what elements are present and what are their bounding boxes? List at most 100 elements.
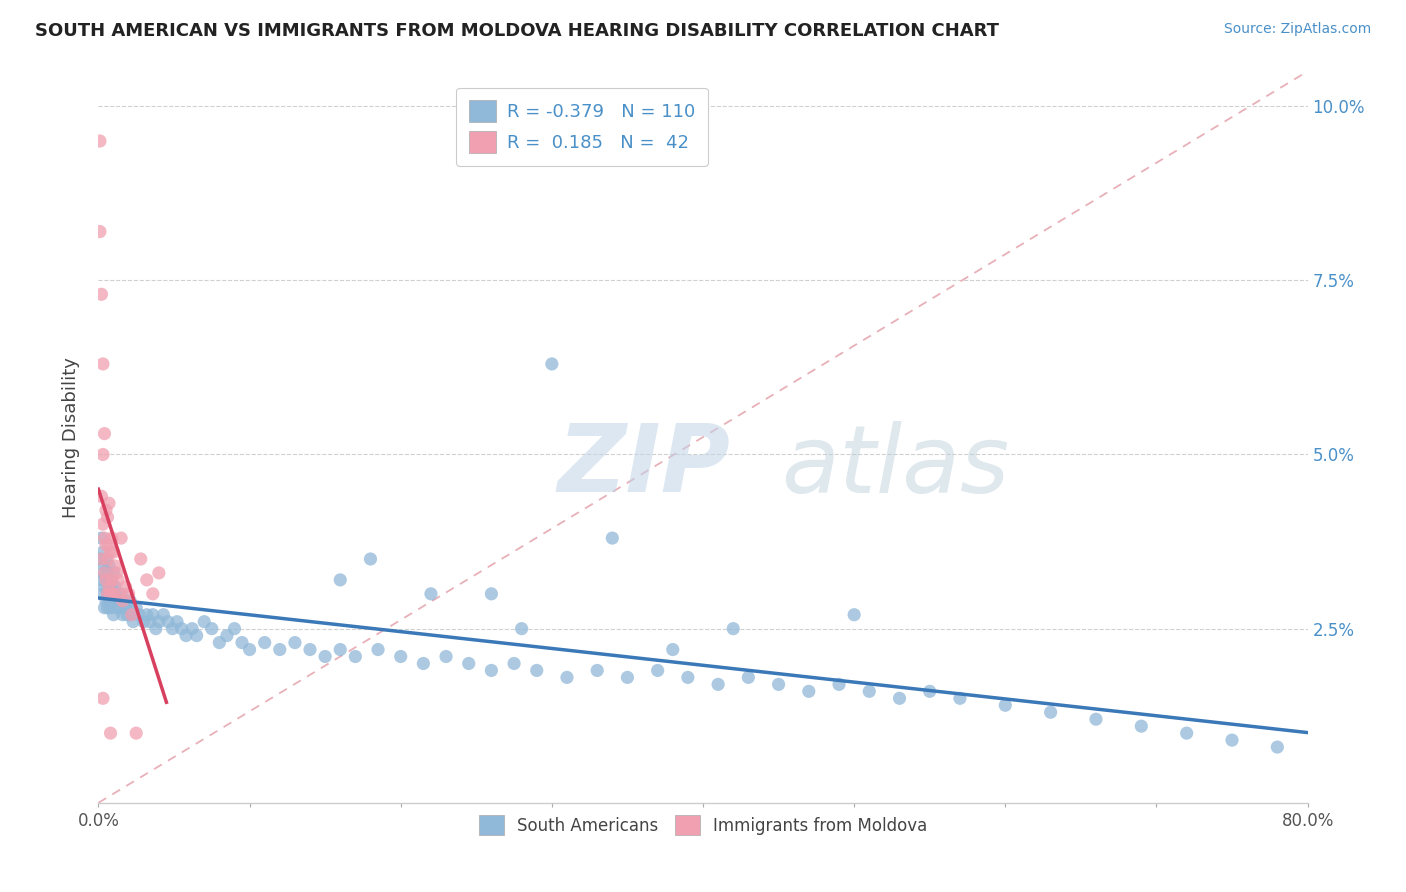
Point bbox=[121, 607, 143, 622]
Point bbox=[100, 726, 122, 740]
Point bbox=[367, 642, 389, 657]
Point bbox=[166, 615, 188, 629]
Point bbox=[156, 615, 179, 629]
Point bbox=[170, 622, 193, 636]
Point bbox=[949, 691, 972, 706]
Text: SOUTH AMERICAN VS IMMIGRANTS FROM MOLDOVA HEARING DISABILITY CORRELATION CHART: SOUTH AMERICAN VS IMMIGRANTS FROM MOLDOV… bbox=[35, 22, 1000, 40]
Point bbox=[193, 615, 215, 629]
Point bbox=[360, 552, 382, 566]
Point bbox=[314, 649, 336, 664]
Point bbox=[1039, 705, 1062, 719]
Point bbox=[115, 607, 138, 622]
Point bbox=[90, 531, 112, 545]
Point bbox=[586, 664, 609, 678]
Point bbox=[103, 587, 125, 601]
Point bbox=[94, 538, 117, 552]
Point bbox=[828, 677, 851, 691]
Point bbox=[797, 684, 820, 698]
Point bbox=[114, 580, 136, 594]
Point bbox=[457, 657, 479, 671]
Text: Source: ZipAtlas.com: Source: ZipAtlas.com bbox=[1223, 22, 1371, 37]
Legend: South Americans, Immigrants from Moldova: South Americans, Immigrants from Moldova bbox=[472, 808, 934, 842]
Point bbox=[889, 691, 911, 706]
Point bbox=[91, 517, 114, 532]
Point bbox=[103, 545, 125, 559]
Point bbox=[111, 594, 134, 608]
Point bbox=[111, 607, 134, 622]
Point bbox=[108, 587, 131, 601]
Point bbox=[89, 134, 111, 148]
Point bbox=[94, 573, 117, 587]
Point bbox=[90, 573, 112, 587]
Point bbox=[284, 635, 307, 649]
Point bbox=[918, 684, 941, 698]
Point bbox=[121, 607, 143, 622]
Y-axis label: Hearing Disability: Hearing Disability bbox=[62, 357, 80, 517]
Point bbox=[481, 664, 503, 678]
Point bbox=[101, 531, 124, 545]
Point bbox=[107, 573, 129, 587]
Point bbox=[100, 587, 122, 601]
Point bbox=[104, 558, 127, 573]
Text: ZIP: ZIP bbox=[558, 420, 731, 512]
Point bbox=[100, 600, 122, 615]
Point bbox=[98, 594, 121, 608]
Point bbox=[145, 622, 167, 636]
Point bbox=[844, 607, 866, 622]
Point bbox=[94, 573, 117, 587]
Point bbox=[118, 587, 141, 601]
Point bbox=[96, 587, 118, 601]
Point bbox=[110, 531, 132, 545]
Point bbox=[93, 558, 115, 573]
Point bbox=[148, 566, 170, 580]
Point bbox=[103, 566, 125, 580]
Point bbox=[120, 594, 142, 608]
Point bbox=[434, 649, 457, 664]
Point bbox=[103, 587, 125, 601]
Point bbox=[1175, 726, 1198, 740]
Point bbox=[101, 573, 124, 587]
Point bbox=[139, 615, 162, 629]
Point bbox=[129, 552, 152, 566]
Point bbox=[555, 670, 578, 684]
Point bbox=[91, 691, 114, 706]
Point bbox=[224, 622, 246, 636]
Point bbox=[105, 600, 128, 615]
Point bbox=[208, 635, 231, 649]
Point bbox=[299, 642, 322, 657]
Point bbox=[152, 607, 174, 622]
Point bbox=[108, 600, 131, 615]
Point bbox=[1267, 740, 1289, 755]
Point bbox=[231, 635, 253, 649]
Point bbox=[100, 545, 122, 559]
Point bbox=[344, 649, 367, 664]
Point bbox=[107, 594, 129, 608]
Point bbox=[148, 615, 170, 629]
Point bbox=[93, 580, 115, 594]
Point bbox=[91, 566, 114, 580]
Point bbox=[540, 357, 562, 371]
Point bbox=[93, 531, 115, 545]
Point bbox=[125, 600, 148, 615]
Point bbox=[122, 615, 145, 629]
Point bbox=[93, 566, 115, 580]
Point bbox=[110, 587, 132, 601]
Point bbox=[1220, 733, 1243, 747]
Point bbox=[96, 510, 118, 524]
Point bbox=[128, 607, 150, 622]
Point bbox=[100, 573, 122, 587]
Point bbox=[602, 531, 624, 545]
Point bbox=[100, 587, 122, 601]
Point bbox=[142, 607, 165, 622]
Point bbox=[239, 642, 262, 657]
Point bbox=[98, 580, 121, 594]
Point bbox=[269, 642, 291, 657]
Point bbox=[676, 670, 699, 684]
Point bbox=[723, 622, 745, 636]
Point bbox=[91, 357, 114, 371]
Point bbox=[420, 587, 443, 601]
Point bbox=[994, 698, 1017, 713]
Point bbox=[510, 622, 533, 636]
Point bbox=[135, 573, 157, 587]
Point bbox=[112, 594, 135, 608]
